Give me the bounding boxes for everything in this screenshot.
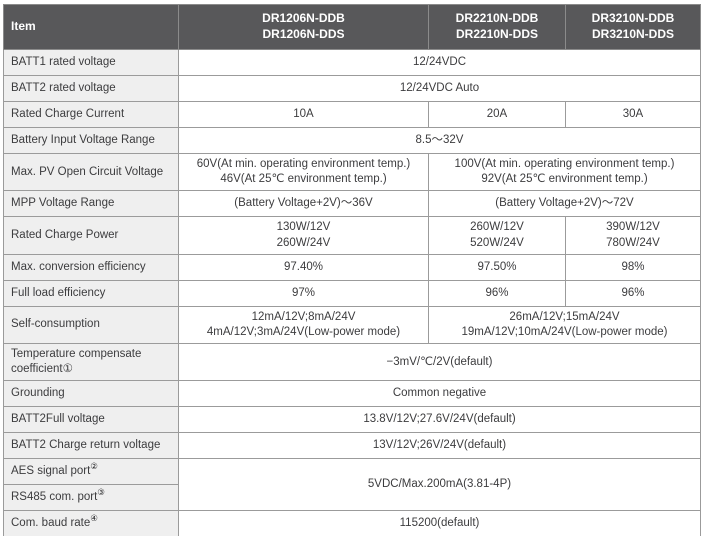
row-label-batt2-full-voltage: BATT2Full voltage: [3, 406, 179, 434]
footnote-mark-3: ③: [97, 487, 105, 498]
table-row: Rated Charge Power 130W/12V 260W/24V 260…: [3, 216, 701, 255]
value-rated-charge-current-dr3210n: 30A: [565, 101, 701, 128]
table-row: BATT1 rated voltage 12/24VDC: [3, 49, 701, 76]
table-row: MPP Voltage Range (Battery Voltage+2V)～3…: [3, 190, 701, 218]
value-rated-charge-current-dr1206n: 10A: [178, 101, 429, 128]
row-label-battery-input-voltage-range: Battery Input Voltage Range: [3, 127, 179, 154]
value-line: 780W/24V: [606, 236, 660, 249]
header-item: Item: [3, 4, 179, 50]
value-pv-open-circuit-dr2210n-dr3210n: 100V(At min. operating environment temp.…: [428, 152, 701, 192]
table-row: Com. baud rate④ 115200(default): [3, 510, 701, 536]
value-rated-charge-current-dr2210n: 20A: [428, 101, 566, 128]
row-label-batt2-rated-voltage: BATT2 rated voltage: [3, 75, 179, 102]
table-row: Self-consumption 12mA/12V;8mA/24V 4mA/12…: [3, 305, 701, 345]
model-name-line: DR3210N-DDS: [591, 27, 675, 41]
header-model-dr2210n: DR2210N-DDB DR2210N-DDS: [428, 4, 566, 50]
row-label-com-baud-rate: Com. baud rate④: [3, 510, 179, 536]
table-row: RS485 com. port③: [3, 484, 701, 512]
table-row: BATT2 Charge return voltage 13V/12V;26V/…: [3, 432, 701, 460]
row-label-aes-signal-port: AES signal port②: [3, 458, 179, 486]
model-name-line: DR1206N-DDS: [262, 27, 345, 41]
spec-table: Item DR1206N-DDB DR1206N-DDS DR2210N-DDB…: [3, 4, 701, 536]
table-row: Grounding Common negative: [3, 380, 701, 408]
value-line: 390W/12V: [606, 221, 660, 234]
footnote-mark-2: ②: [90, 461, 98, 472]
table-row: Battery Input Voltage Range 8.5～32V: [3, 127, 701, 154]
row-label-text: AES signal port: [11, 465, 91, 478]
value-mpp-range-dr2210n-dr3210n: (Battery Voltage+2V)～72V: [428, 190, 701, 218]
row-label-temperature-compensate-coefficient: Temperature compensate coefficient①: [3, 343, 179, 382]
value-battery-input-voltage-range: 8.5～32V: [178, 127, 701, 154]
value-grounding: Common negative: [178, 380, 701, 408]
table-row: Full load efficiency 97% 96% 96%: [3, 279, 701, 307]
value-aes-rs485-port: 5VDC/Max.200mA(3.81-4P): [178, 458, 701, 512]
value-line: 26mA/12V;15mA/24V: [509, 310, 620, 323]
value-line: 19mA/12V;10mA/24V(Low-power mode): [461, 325, 668, 338]
row-label-max-pv-open-circuit-voltage: Max. PV Open Circuit Voltage: [3, 152, 179, 192]
value-self-consumption-dr1206n: 12mA/12V;8mA/24V 4mA/12V;3mA/24V(Low-pow…: [178, 305, 429, 345]
value-temperature-compensate-coefficient: −3mV/℃/2V(default): [178, 343, 701, 382]
table-row: Rated Charge Current 10A 20A 30A: [3, 101, 701, 128]
row-label-batt2-charge-return-voltage: BATT2 Charge return voltage: [3, 432, 179, 460]
value-max-eff-dr1206n: 97.40%: [178, 253, 429, 281]
row-label-batt1-rated-voltage: BATT1 rated voltage: [3, 49, 179, 76]
value-line: 46V(At 25℃ environment temp.): [220, 173, 387, 186]
value-line: 4mA/12V;3mA/24V(Low-power mode): [206, 325, 401, 338]
table-row: BATT2Full voltage 13.8V/12V;27.6V/24V(de…: [3, 406, 701, 434]
model-name-line: DR2210N-DDB: [455, 11, 539, 26]
table-row: Temperature compensate coefficient① −3mV…: [3, 343, 701, 382]
value-full-eff-dr2210n: 96%: [428, 279, 566, 307]
row-label-text: Com. baud rate: [11, 517, 91, 530]
model-name-line: DR3210N-DDB: [591, 11, 675, 26]
value-batt2-rated-voltage: 12/24VDC Auto: [178, 75, 701, 102]
value-mpp-range-dr1206n: (Battery Voltage+2V)～36V: [178, 190, 429, 218]
value-pv-open-circuit-dr1206n: 60V(At min. operating environment temp.)…: [178, 152, 429, 192]
value-line: 100V(At min. operating environment temp.…: [454, 158, 675, 170]
row-label-grounding: Grounding: [3, 380, 179, 408]
value-full-eff-dr1206n: 97%: [178, 279, 429, 307]
table-row: Max. PV Open Circuit Voltage 60V(At min.…: [3, 152, 701, 192]
table-row: BATT2 rated voltage 12/24VDC Auto: [3, 75, 701, 102]
value-rated-power-dr3210n: 390W/12V 780W/24V: [565, 216, 701, 255]
value-line: 12mA/12V;8mA/24V: [251, 310, 356, 323]
row-label-max-conversion-efficiency: Max. conversion efficiency: [3, 253, 179, 281]
value-rated-power-dr2210n: 260W/12V 520W/24V: [428, 216, 566, 255]
row-label-mpp-voltage-range: MPP Voltage Range: [3, 190, 179, 218]
value-line: 130W/12V: [276, 221, 331, 234]
row-label-full-load-efficiency: Full load efficiency: [3, 279, 179, 307]
value-rated-power-dr1206n: 130W/12V 260W/24V: [178, 216, 429, 255]
value-line: 92V(At 25℃ environment temp.): [481, 173, 648, 186]
value-line: 520W/24V: [470, 236, 524, 249]
model-name-line: DR1206N-DDB: [262, 11, 345, 26]
model-name-line: DR2210N-DDS: [455, 27, 539, 41]
value-batt1-rated-voltage: 12/24VDC: [178, 49, 701, 76]
header-model-dr3210n: DR3210N-DDB DR3210N-DDS: [565, 4, 701, 50]
value-max-eff-dr3210n: 98%: [565, 253, 701, 281]
header-model-dr1206n: DR1206N-DDB DR1206N-DDS: [178, 4, 429, 50]
value-batt2-full-voltage: 13.8V/12V;27.6V/24V(default): [178, 406, 701, 434]
value-line: 260W/12V: [470, 221, 524, 234]
value-line: 60V(At min. operating environment temp.): [196, 158, 411, 170]
table-row: AES signal port② 5VDC/Max.200mA(3.81-4P): [3, 458, 701, 512]
value-self-consumption-dr2210n-dr3210n: 26mA/12V;15mA/24V 19mA/12V;10mA/24V(Low-…: [428, 305, 701, 345]
footnote-mark-4: ④: [90, 513, 98, 524]
header-row: Item DR1206N-DDB DR1206N-DDS DR2210N-DDB…: [3, 4, 701, 50]
value-batt2-charge-return-voltage: 13V/12V;26V/24V(default): [178, 432, 701, 460]
row-label-rs485-com-port: RS485 com. port③: [3, 484, 179, 512]
value-line: 260W/24V: [276, 236, 331, 249]
row-label-self-consumption: Self-consumption: [3, 305, 179, 345]
value-max-eff-dr2210n: 97.50%: [428, 253, 566, 281]
table-row: Max. conversion efficiency 97.40% 97.50%…: [3, 253, 701, 281]
row-label-rated-charge-current: Rated Charge Current: [3, 101, 179, 128]
row-label-text: RS485 com. port: [11, 491, 98, 504]
value-full-eff-dr3210n: 96%: [565, 279, 701, 307]
row-label-rated-charge-power: Rated Charge Power: [3, 216, 179, 255]
value-com-baud-rate: 115200(default): [178, 510, 701, 536]
